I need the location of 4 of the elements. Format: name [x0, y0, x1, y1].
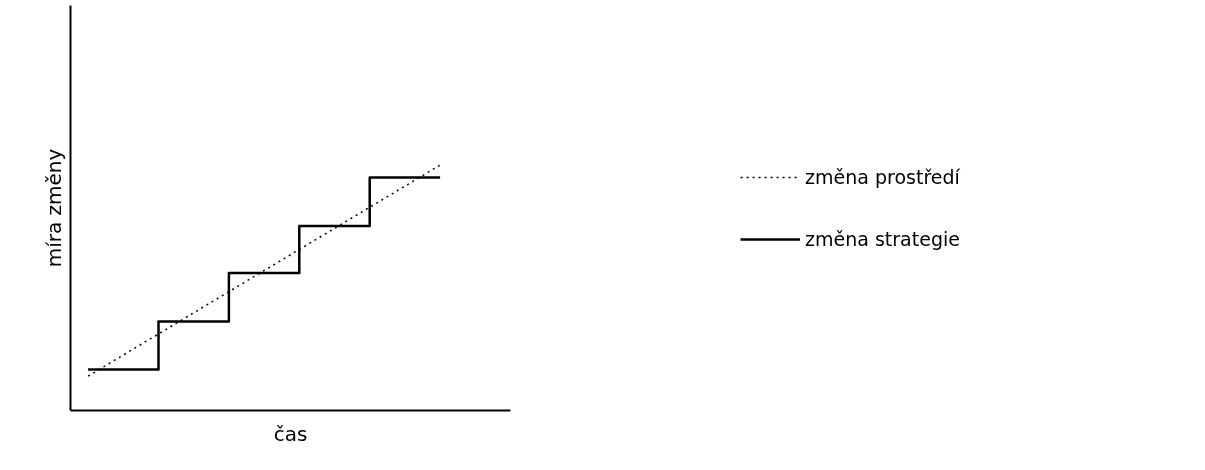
legend-label: změna prostředí	[805, 165, 960, 188]
legend-label: změna strategie	[805, 227, 960, 250]
x-axis-title: čas	[273, 421, 308, 446]
y-axis-title: míra změny	[41, 148, 66, 268]
